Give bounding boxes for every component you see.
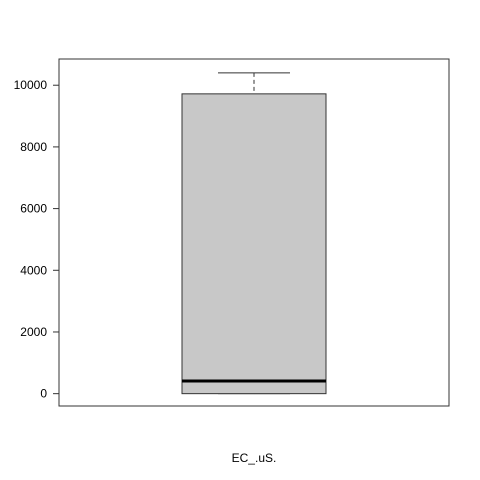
- interquartile-box: [181, 93, 327, 395]
- y-axis: 0 2000 4000 6000 8000 10000: [14, 78, 60, 401]
- y-tick-label: 2000: [20, 325, 47, 339]
- y-tick-label: 6000: [20, 202, 47, 216]
- y-tick-label: 8000: [20, 140, 47, 154]
- y-tick-label: 0: [40, 387, 47, 401]
- y-tick-label: 4000: [20, 263, 47, 277]
- box-group: [181, 72, 327, 395]
- y-tick-label: 10000: [14, 78, 48, 92]
- x-axis-title: EC_.uS.: [232, 451, 277, 465]
